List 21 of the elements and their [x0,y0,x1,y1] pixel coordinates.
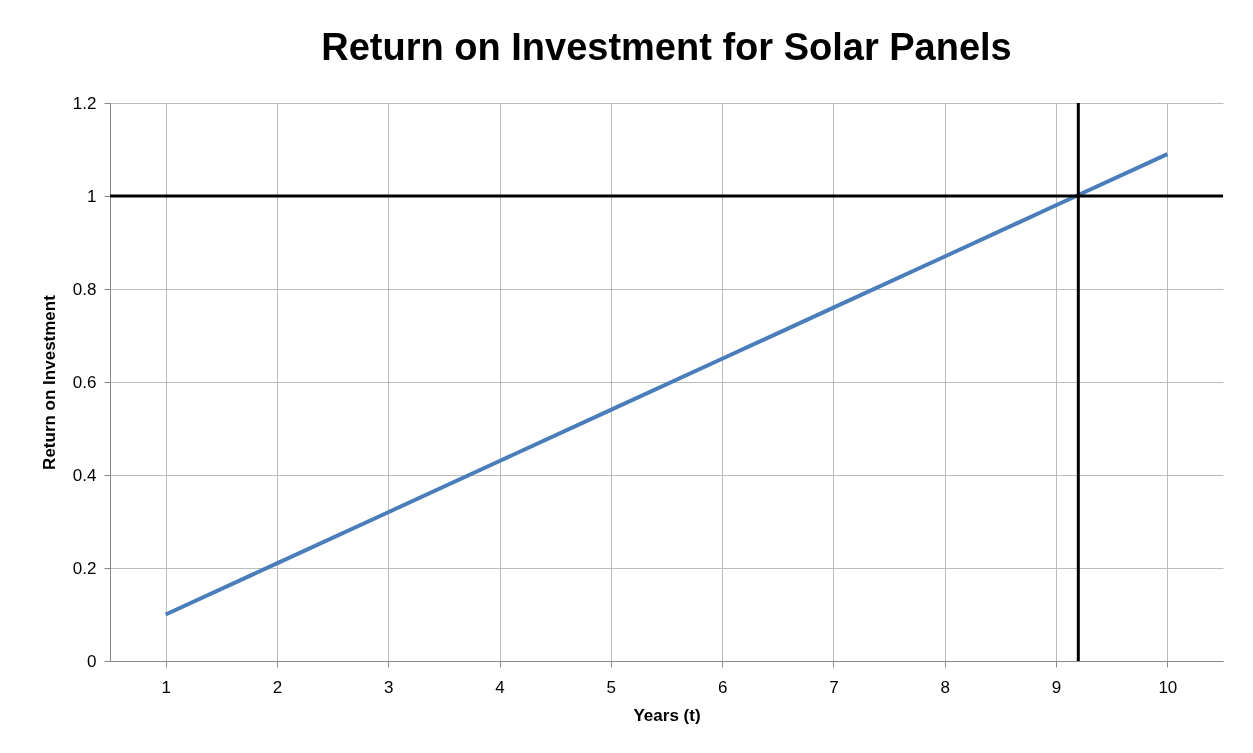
x-tick-label: 10 [1158,677,1178,697]
y-tick-label: 1.2 [72,93,97,113]
y-axis-title: Return on Investment [39,294,59,470]
y-tick-label: 0.4 [72,465,97,485]
y-tick-label: 0 [87,651,97,671]
y-tick-label: 0.2 [72,558,97,578]
y-tick-label: 0.6 [72,372,97,392]
x-tick-label: 8 [940,677,950,697]
x-tick-label: 5 [606,677,617,697]
y-tick-label: 1 [87,186,97,206]
x-tick-label: 9 [1051,677,1062,697]
x-tick-label: 7 [829,677,839,697]
x-tick-label: 3 [384,677,394,697]
x-tick-label: 4 [495,677,505,697]
x-axis-title: Years (t) [633,705,701,725]
x-tick-label: 2 [272,677,283,697]
x-tick-label: 1 [161,677,171,697]
x-tick-label: 6 [717,677,728,697]
y-tick-label: 0.8 [72,279,97,299]
chart-title: Return on Investment for Solar Panels [321,26,1012,68]
line-series [163,152,1170,617]
